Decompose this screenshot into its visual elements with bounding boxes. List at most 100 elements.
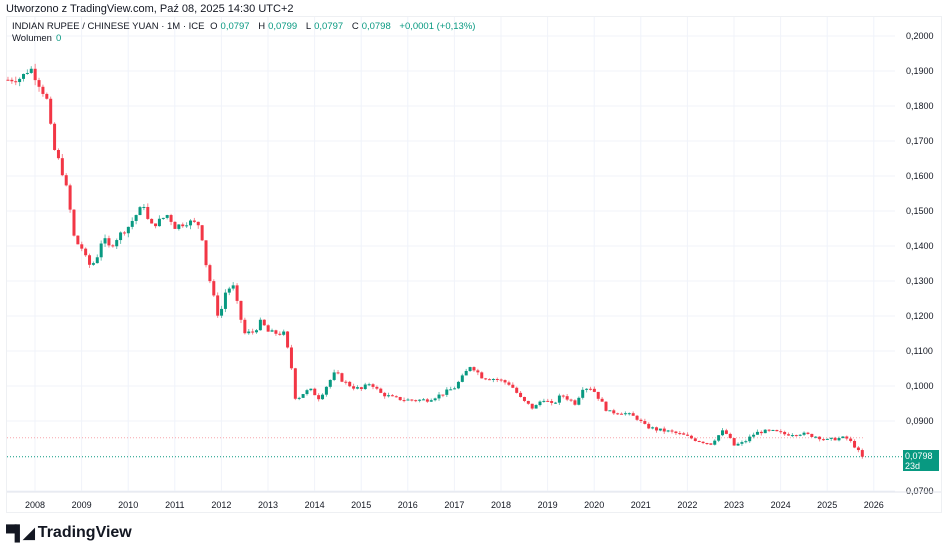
candle-down — [635, 415, 639, 420]
high-label: H — [258, 21, 266, 32]
candle-up — [825, 438, 829, 440]
candle-down — [724, 430, 728, 434]
x-tick-label: 2008 — [25, 500, 45, 510]
candle-down — [565, 396, 569, 400]
candle-down — [192, 220, 196, 222]
candle-down — [64, 175, 68, 186]
y-tick-label: 0,2000 — [906, 31, 934, 41]
candle-down — [472, 367, 476, 371]
candle-down — [759, 431, 763, 434]
candle-down — [212, 281, 216, 296]
tradingview-logo[interactable]: ▀▌◢ TradingView — [6, 524, 132, 542]
candle-up — [387, 395, 391, 397]
candle-down — [569, 399, 573, 401]
x-tick-label: 2021 — [631, 500, 651, 510]
candle-up — [585, 388, 589, 390]
candle-up — [165, 215, 169, 218]
candle-down — [359, 387, 363, 390]
candle-down — [853, 440, 857, 448]
candle-down — [507, 382, 511, 385]
candle-down — [208, 265, 212, 282]
candle-down — [674, 431, 678, 434]
candle-down — [794, 435, 798, 437]
ohlc-legend: INDIAN RUPEE / CHINESE YUAN · 1M · ICE O… — [12, 21, 478, 32]
candle-down — [340, 373, 344, 382]
candle-up — [608, 410, 612, 412]
brand-name: TradingView — [37, 524, 132, 541]
candle-down — [383, 392, 387, 397]
low-label: L — [305, 21, 312, 32]
candle-up — [227, 288, 231, 293]
candle-down — [41, 86, 45, 94]
candle-down — [88, 255, 92, 265]
candle-down — [705, 443, 709, 445]
candle-up — [798, 434, 802, 436]
candle-up — [763, 429, 767, 434]
candle-down — [441, 394, 445, 396]
x-tick-label: 2012 — [211, 500, 231, 510]
candle-up — [491, 379, 495, 381]
candle-down — [499, 379, 503, 381]
candle-down — [701, 441, 705, 444]
candle-up — [713, 440, 717, 445]
candle-down — [488, 379, 492, 381]
x-tick-label: 2023 — [724, 500, 744, 510]
candle-down — [33, 68, 37, 81]
candle-down — [616, 413, 620, 415]
candle-down — [425, 399, 429, 402]
candle-down — [262, 319, 266, 326]
candle-down — [410, 399, 414, 401]
candle-down — [787, 434, 791, 436]
candle-up — [623, 413, 627, 415]
candle-down — [643, 421, 647, 424]
candle-up — [25, 72, 29, 74]
candle-up — [829, 437, 833, 439]
x-tick-label: 2017 — [444, 500, 464, 510]
candle-down — [414, 400, 418, 402]
candle-down — [239, 300, 243, 320]
candle-up — [534, 405, 538, 409]
candle-down — [56, 150, 60, 159]
candle-down — [810, 433, 814, 437]
candle-down — [612, 410, 616, 414]
last-price-tag: 0,0798 23d 10h — [903, 450, 939, 481]
symbol-label[interactable]: INDIAN RUPEE / CHINESE YUAN · 1M · ICE — [12, 21, 205, 32]
candle-up — [453, 388, 457, 390]
candle-down — [631, 413, 635, 416]
candle-down — [173, 221, 177, 229]
candle-down — [604, 401, 608, 411]
candle-down — [592, 388, 596, 392]
candle-down — [235, 285, 239, 301]
candle-up — [305, 390, 309, 395]
candle-up — [270, 330, 274, 332]
candle-up — [449, 389, 453, 391]
x-tick-label: 2019 — [538, 500, 558, 510]
candle-down — [561, 395, 565, 397]
created-label: Utworzono z TradingView.com, Paź 08, 202… — [6, 3, 294, 15]
candle-down — [371, 384, 375, 387]
candle-down — [10, 79, 14, 82]
candle-down — [818, 436, 822, 440]
candle-up — [802, 432, 806, 435]
candle-down — [670, 430, 674, 432]
candle-down — [503, 380, 507, 383]
candle-down — [783, 431, 787, 435]
candle-down — [243, 319, 247, 334]
y-tick-label: 0,0700 — [906, 486, 934, 496]
candle-up — [126, 226, 130, 234]
x-tick-label: 2025 — [817, 500, 837, 510]
candle-down — [522, 396, 526, 401]
candle-down — [821, 439, 825, 441]
x-tick-label: 2016 — [398, 500, 418, 510]
candle-down — [484, 378, 488, 380]
candle-up — [666, 430, 670, 432]
candle-down — [620, 413, 624, 415]
candle-down — [402, 400, 406, 402]
chart-frame — [6, 16, 942, 513]
candle-up — [542, 400, 546, 402]
candle-up — [814, 436, 818, 438]
candle-up — [418, 399, 422, 401]
candle-down — [647, 423, 651, 429]
candle-up — [103, 238, 107, 244]
